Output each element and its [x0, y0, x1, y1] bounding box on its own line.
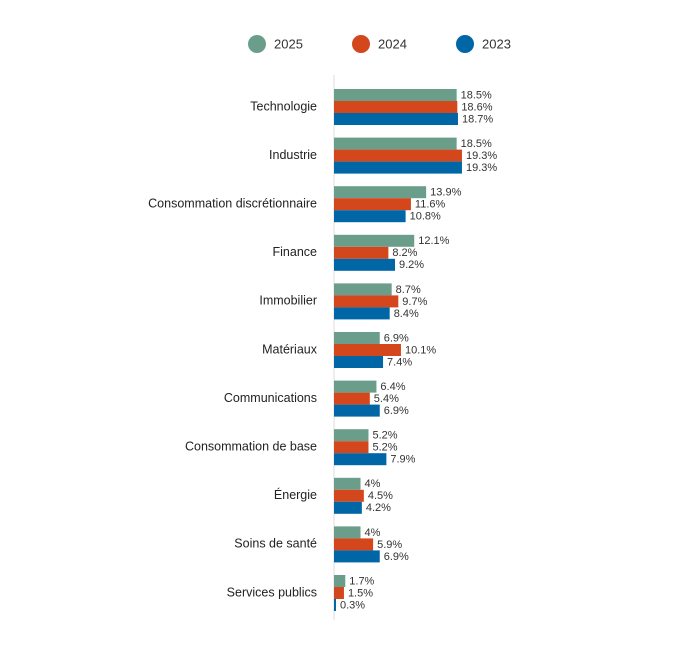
bar	[334, 404, 380, 417]
bar	[334, 356, 384, 368]
value-label: 5.9%	[377, 539, 402, 551]
value-label: 5.2%	[372, 430, 397, 442]
value-label: 12.1%	[418, 235, 449, 247]
category-label: Finance	[273, 245, 318, 259]
legend-label: 2025	[274, 36, 303, 51]
value-label: 10.8%	[410, 211, 441, 223]
bar	[334, 477, 361, 490]
bar	[334, 489, 364, 502]
bar	[334, 332, 380, 344]
category-label: Services publics	[227, 585, 317, 599]
bar	[334, 392, 370, 405]
value-label: 4.2%	[366, 502, 391, 514]
value-label: 8.2%	[392, 247, 417, 259]
category-label: Technologie	[250, 99, 317, 113]
value-label: 5.2%	[372, 442, 397, 454]
bar	[334, 89, 457, 101]
value-label: 18.6%	[461, 101, 492, 113]
bar	[334, 101, 458, 113]
bar	[334, 137, 457, 150]
value-label: 19.3%	[466, 162, 497, 174]
bar	[334, 295, 399, 308]
value-label: 1.7%	[349, 575, 374, 587]
bar	[334, 344, 401, 356]
value-label: 9.2%	[399, 259, 424, 271]
value-label: 6.9%	[384, 551, 409, 563]
bar	[334, 575, 346, 587]
category-label: Communications	[224, 391, 317, 405]
bar	[334, 198, 411, 211]
value-label: 1.5%	[348, 587, 373, 599]
value-label: 18.5%	[461, 138, 492, 150]
value-label: 9.7%	[402, 296, 427, 308]
bar	[334, 380, 377, 393]
bar	[334, 429, 369, 442]
legend-marker	[352, 35, 370, 53]
bar	[334, 186, 427, 199]
bar	[334, 258, 395, 271]
value-label: 13.9%	[430, 187, 461, 199]
bar	[334, 538, 374, 551]
bar	[334, 453, 387, 466]
value-label: 8.4%	[394, 308, 419, 320]
value-label: 19.3%	[466, 150, 497, 162]
value-label: 4%	[365, 478, 381, 490]
value-label: 4%	[365, 527, 381, 539]
value-label: 4.5%	[368, 490, 393, 502]
category-label: Matériaux	[262, 342, 318, 356]
bar	[334, 550, 380, 563]
bar	[334, 149, 462, 162]
legend-label: 2023	[482, 36, 511, 51]
value-label: 6.4%	[380, 381, 405, 393]
bar	[334, 501, 362, 514]
bar	[334, 161, 462, 174]
bar	[334, 307, 390, 320]
value-label: 18.5%	[461, 89, 492, 101]
bar	[334, 210, 406, 223]
category-label: Immobilier	[259, 294, 317, 308]
category-label: Consommation discrétionnaire	[148, 196, 317, 210]
value-label: 8.7%	[396, 284, 421, 296]
legend-label: 2024	[378, 36, 407, 51]
value-label: 5.4%	[374, 393, 399, 405]
bar	[334, 113, 458, 125]
bar	[334, 441, 369, 454]
value-label: 18.7%	[462, 113, 493, 125]
value-label: 7.9%	[390, 454, 415, 466]
legend-marker	[248, 35, 266, 53]
value-label: 6.9%	[384, 405, 409, 417]
bar	[334, 234, 415, 247]
bar	[334, 526, 361, 539]
bar	[334, 283, 392, 296]
bar	[334, 246, 389, 259]
bar	[334, 599, 336, 611]
bar	[334, 587, 344, 599]
legend-marker	[456, 35, 474, 53]
category-label: Soins de santé	[234, 537, 317, 551]
value-label: 0.3%	[340, 599, 365, 611]
category-label: Industrie	[269, 148, 317, 162]
value-label: 7.4%	[387, 356, 412, 368]
value-label: 6.9%	[384, 332, 409, 344]
value-label: 10.1%	[405, 344, 436, 356]
category-label: Énergie	[274, 487, 317, 502]
value-label: 11.6%	[415, 199, 446, 211]
category-label: Consommation de base	[185, 439, 317, 453]
